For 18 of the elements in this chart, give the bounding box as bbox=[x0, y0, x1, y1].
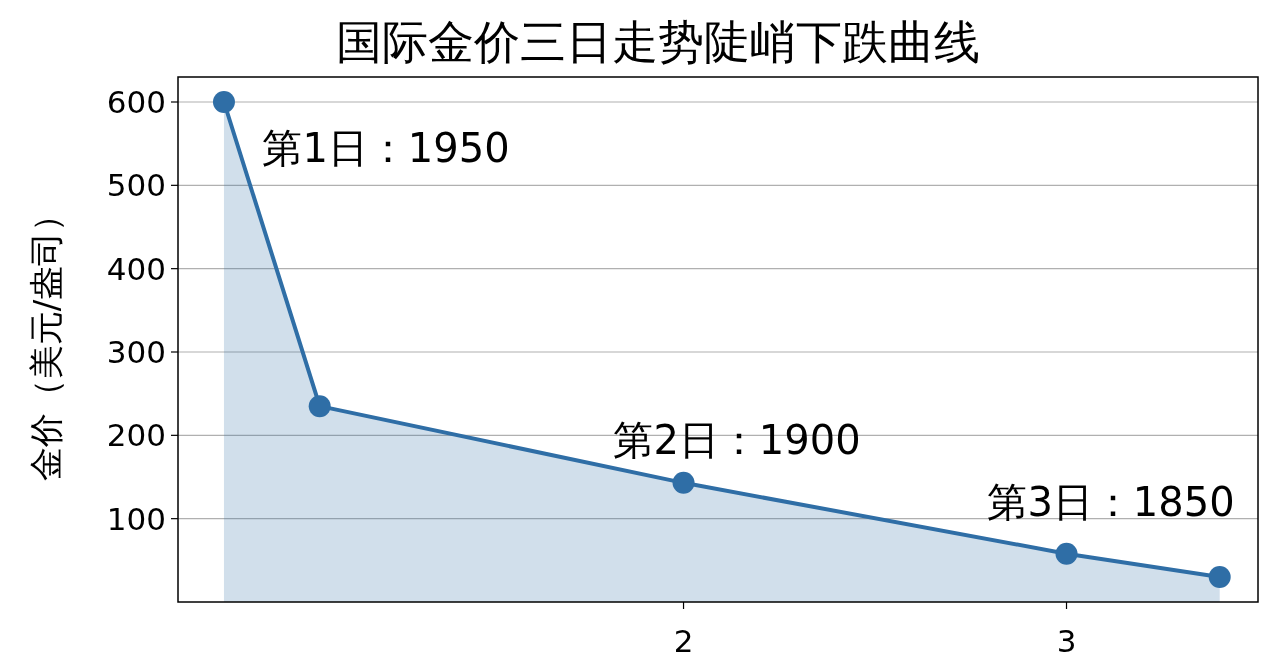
point bbox=[1208, 566, 1231, 588]
y-tick-label: 200 bbox=[106, 417, 166, 454]
y-tick-label: 400 bbox=[106, 250, 166, 287]
annotation: 第1日：1950 bbox=[262, 125, 510, 171]
point bbox=[308, 395, 331, 418]
y-tick-label: 500 bbox=[106, 167, 166, 204]
y-axis-title: 金价（美元/盎司） bbox=[26, 197, 66, 482]
annotation: 第3日：1850 bbox=[987, 479, 1235, 525]
y-tick-label: 600 bbox=[106, 84, 166, 120]
x-tick-label: 3 bbox=[1056, 623, 1077, 656]
annotation: 第2日：1900 bbox=[613, 417, 861, 463]
chart-title: 国际金价三日走势陡峭下跌曲线 bbox=[336, 15, 980, 69]
x-tick-label: 2 bbox=[673, 623, 694, 656]
point bbox=[1055, 542, 1078, 565]
y-tick-label: 300 bbox=[106, 334, 166, 370]
point bbox=[672, 471, 695, 494]
y-tick-label: 100 bbox=[106, 500, 166, 537]
point bbox=[212, 91, 235, 113]
